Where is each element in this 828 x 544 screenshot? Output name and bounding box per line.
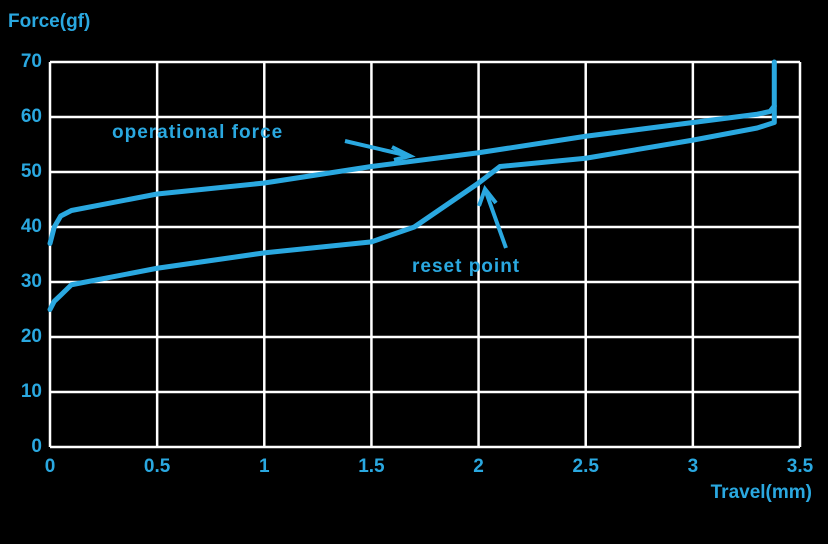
x-axis-label: Travel(mm) — [711, 482, 812, 503]
x-tick-label: 2 — [473, 456, 484, 477]
y-tick-label: 10 — [21, 381, 42, 402]
annotation-arrow — [477, 184, 508, 249]
x-tick-label: 3 — [688, 456, 699, 477]
x-tick-label: 0 — [45, 456, 56, 477]
x-tick-label: 1.5 — [358, 456, 385, 477]
curves — [47, 59, 777, 312]
x-tick-label: 0.5 — [144, 456, 171, 477]
annotation: reset point — [412, 256, 520, 277]
y-tick-label: 0 — [31, 436, 42, 457]
y-tick-label: 20 — [21, 326, 42, 347]
x-tick-label: 3.5 — [787, 456, 814, 477]
x-tick-label: 1 — [259, 456, 270, 477]
force-curve — [47, 103, 777, 312]
y-tick-label: 50 — [21, 161, 42, 182]
y-axis-label: Force(gf) — [8, 11, 90, 32]
x-tick-label: 2.5 — [573, 456, 600, 477]
y-tick-label: 40 — [21, 216, 42, 237]
annotation-arrow — [344, 139, 416, 162]
y-tick-label: 30 — [21, 271, 42, 292]
y-tick-label: 70 — [21, 51, 42, 72]
force-curve — [47, 59, 777, 246]
annotation: operational force — [112, 122, 283, 143]
y-tick-label: 60 — [21, 106, 42, 127]
